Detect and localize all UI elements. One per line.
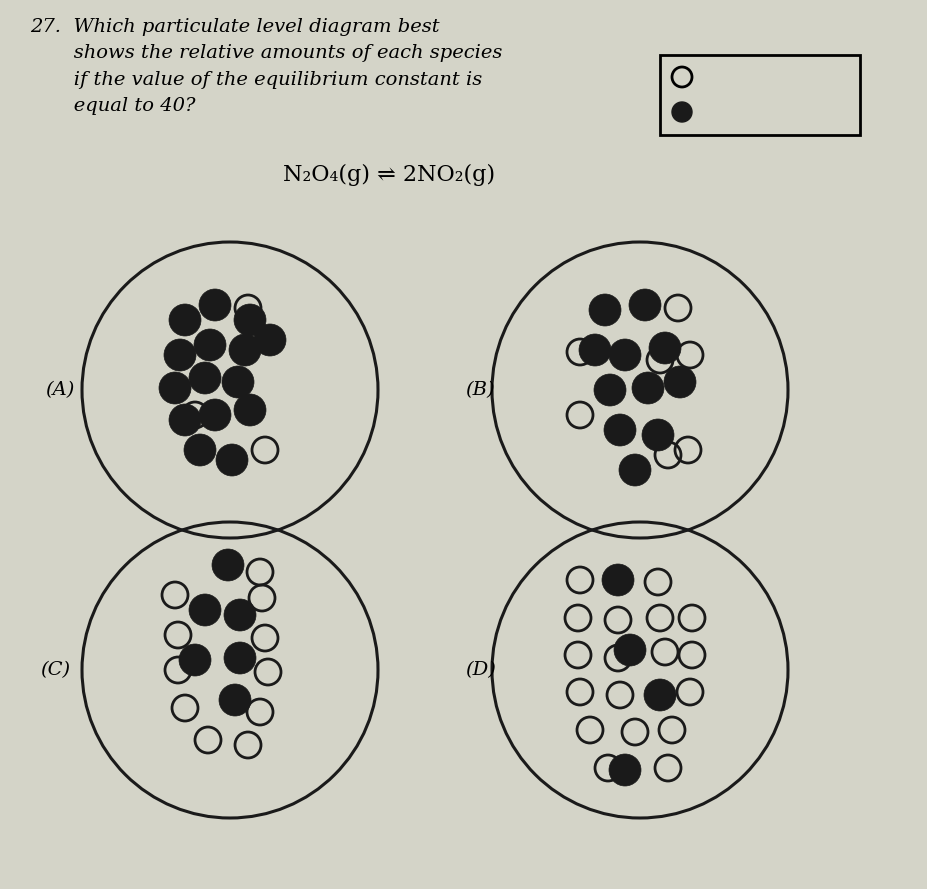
Circle shape (199, 399, 231, 431)
Circle shape (609, 339, 641, 371)
Circle shape (589, 294, 621, 326)
Text: (D): (D) (465, 661, 496, 679)
Circle shape (179, 644, 211, 676)
Circle shape (594, 374, 626, 406)
Circle shape (224, 599, 256, 631)
Circle shape (169, 304, 201, 336)
Circle shape (614, 634, 646, 666)
Circle shape (649, 332, 681, 364)
Circle shape (234, 304, 266, 336)
Text: (B): (B) (465, 381, 495, 399)
Circle shape (222, 366, 254, 398)
Circle shape (602, 564, 634, 596)
Text: = NO₂: = NO₂ (700, 68, 758, 86)
Text: (C): (C) (40, 661, 70, 679)
Circle shape (189, 362, 221, 394)
Circle shape (159, 372, 191, 404)
Circle shape (672, 102, 692, 122)
Circle shape (609, 754, 641, 786)
Circle shape (212, 549, 244, 581)
Circle shape (664, 366, 696, 398)
Circle shape (194, 329, 226, 361)
Text: N₂O₄(g) ⇌ 2NO₂(g): N₂O₄(g) ⇌ 2NO₂(g) (284, 164, 495, 186)
Text: (A): (A) (45, 381, 74, 399)
Circle shape (644, 679, 676, 711)
Circle shape (619, 454, 651, 486)
Circle shape (199, 289, 231, 321)
Circle shape (642, 419, 674, 451)
Circle shape (219, 684, 251, 716)
Circle shape (234, 394, 266, 426)
Circle shape (632, 372, 664, 404)
Circle shape (216, 444, 248, 476)
Circle shape (579, 334, 611, 366)
Circle shape (254, 324, 286, 356)
Circle shape (224, 642, 256, 674)
Circle shape (164, 339, 196, 371)
Text: 27.  Which particulate level diagram best
       shows the relative amounts of e: 27. Which particulate level diagram best… (30, 18, 502, 116)
Circle shape (189, 594, 221, 626)
Circle shape (184, 434, 216, 466)
Circle shape (604, 414, 636, 446)
Bar (660, 55, 860, 135)
Circle shape (169, 404, 201, 436)
Circle shape (229, 334, 261, 366)
Circle shape (629, 289, 661, 321)
Text: = N₂O₄: = N₂O₄ (700, 103, 766, 121)
